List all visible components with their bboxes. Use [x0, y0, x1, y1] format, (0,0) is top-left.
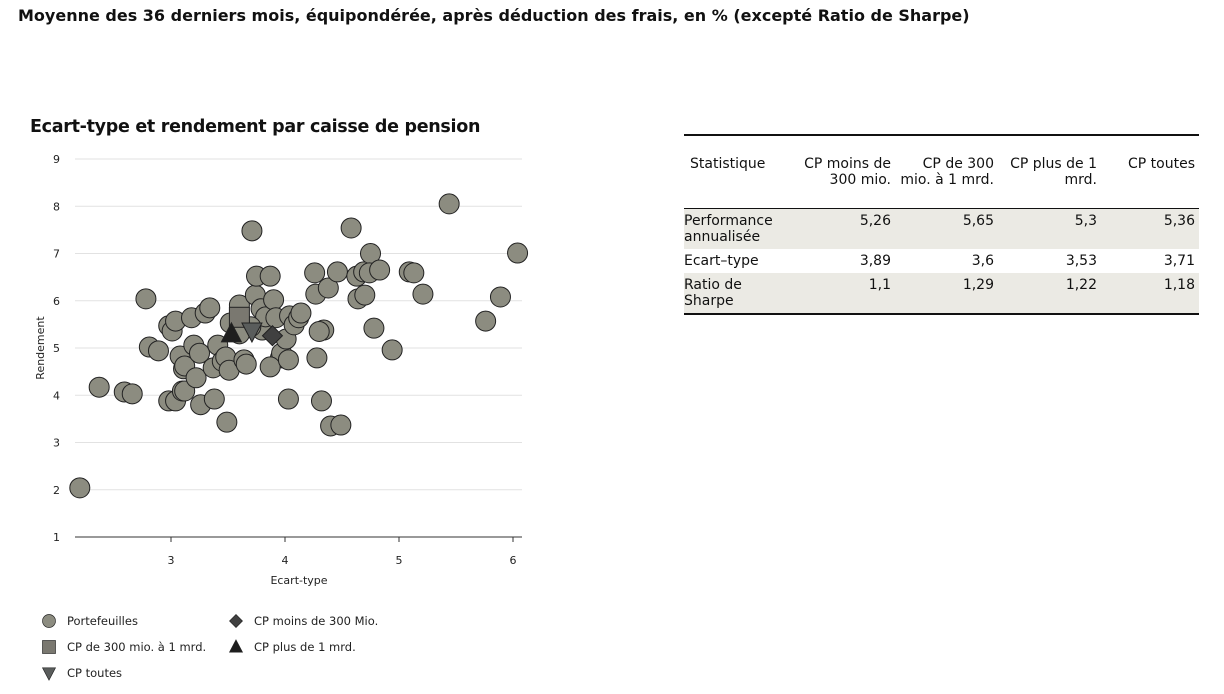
legend-label: CP moins de 300 Mio. [254, 614, 378, 628]
table-row: Ratio de Sharpe 1,1 1,29 1,22 1,18 [684, 273, 1199, 314]
legend-label: Portefeuilles [67, 614, 138, 628]
cell: 5,36 [1101, 208, 1199, 249]
x-axis-title: Ecart-type [270, 574, 327, 587]
data-point [235, 353, 257, 375]
statistics-table: Statistique CP moins de 300 mio. CP de 3… [684, 134, 1199, 315]
cell: 3,6 [971, 253, 994, 269]
marker-square [228, 306, 250, 328]
legend-circle-icon [42, 614, 56, 628]
data-point [121, 383, 143, 405]
table-row: Performance annualisée 5,26 5,65 5,3 5,3… [684, 208, 1199, 249]
y-tick-label: 5 [53, 342, 60, 355]
data-point [412, 283, 434, 305]
y-tick-label: 1 [53, 531, 60, 544]
cell: 3,89 [859, 253, 891, 269]
data-point [330, 414, 352, 436]
data-point [259, 356, 281, 378]
data-point [403, 262, 425, 284]
data-point [199, 297, 221, 319]
legend-label: CP de 300 mio. à 1 mrd. [67, 640, 206, 654]
cell: 1,22 [998, 273, 1101, 314]
data-point [69, 477, 91, 499]
marker-triangle-down [241, 322, 263, 344]
data-point [203, 388, 225, 410]
cell: 1,1 [789, 273, 895, 314]
cell: 3,71 [1163, 253, 1195, 269]
x-tick-label: 3 [168, 554, 175, 567]
table-header-row: Statistique CP moins de 300 mio. CP de 3… [684, 135, 1199, 209]
header-cp-all: CP toutes [1101, 135, 1199, 209]
data-point [277, 388, 299, 410]
data-point [369, 259, 391, 281]
y-tick-label: 9 [53, 153, 60, 166]
scatter-chart: 1 2 3 4 5 6 7 8 9 3 4 5 6 Ecart-type Rendement Portefeu… [34, 153, 529, 681]
y-tick-label: 6 [53, 295, 60, 308]
cell: 1,18 [1101, 273, 1199, 314]
page-heading: Moyenne des 36 derniers mois, équipondér… [18, 6, 970, 25]
x-tick-label: 6 [510, 554, 517, 567]
legend-label: CP toutes [67, 666, 122, 680]
y-tick-label: 2 [53, 484, 60, 497]
data-point [475, 310, 497, 332]
data-point [363, 317, 385, 339]
legend-triangle-up-icon [228, 639, 244, 653]
data-point [354, 284, 376, 306]
y-tick-label: 7 [53, 248, 60, 261]
data-point [326, 261, 348, 283]
data-point [135, 288, 157, 310]
row-label: Ratio de Sharpe [684, 273, 789, 314]
cell: 3,53 [1065, 253, 1097, 269]
data-point [277, 349, 299, 371]
data-point [241, 220, 263, 242]
table-row: Ecart–type 3,89 3,6 3,53 3,71 [684, 249, 1199, 273]
data-point [185, 367, 207, 389]
x-tick-label: 4 [282, 554, 289, 567]
data-point [489, 286, 511, 308]
data-point [88, 376, 110, 398]
data-point [310, 390, 332, 412]
legend-square-icon [42, 640, 56, 654]
marker-diamond [261, 325, 284, 347]
cell: 5,26 [789, 208, 895, 249]
data-point [317, 277, 339, 299]
marker-triangle-up [220, 321, 243, 343]
cell: 5,65 [895, 208, 998, 249]
data-point [147, 340, 169, 362]
x-tick-label: 5 [396, 554, 403, 567]
header-cp-large: CP plus de 1 mrd. [998, 135, 1101, 209]
data-point [189, 342, 210, 364]
data-point [507, 242, 529, 264]
data-point [308, 320, 330, 342]
chart-title: Ecart-type et rendement par caisse de pe… [30, 117, 481, 137]
header-statistique: Statistique [684, 135, 789, 209]
data-point [304, 262, 326, 284]
row-label: Ecart–type [684, 253, 759, 269]
cell: 1,29 [895, 273, 998, 314]
data-point [306, 347, 328, 369]
header-cp-small: CP moins de 300 mio. [789, 135, 895, 209]
y-tick-label: 3 [53, 437, 60, 450]
data-point [290, 302, 312, 324]
row-label: Performance annualisée [684, 208, 789, 249]
legend-diamond-icon [229, 614, 243, 628]
cell: 5,3 [998, 208, 1101, 249]
data-point [263, 289, 285, 311]
y-tick-label: 4 [53, 389, 60, 402]
header-cp-medium: CP de 300 mio. à 1 mrd. [895, 135, 998, 209]
y-axis-title: Rendement [34, 316, 47, 380]
data-point [381, 339, 403, 361]
y-tick-label: 8 [53, 200, 60, 213]
data-point [259, 265, 281, 287]
data-point [216, 411, 238, 433]
data-point [340, 217, 362, 239]
data-point [438, 193, 460, 215]
legend-triangle-down-icon [41, 667, 57, 681]
legend-label: CP plus de 1 mrd. [254, 640, 356, 654]
